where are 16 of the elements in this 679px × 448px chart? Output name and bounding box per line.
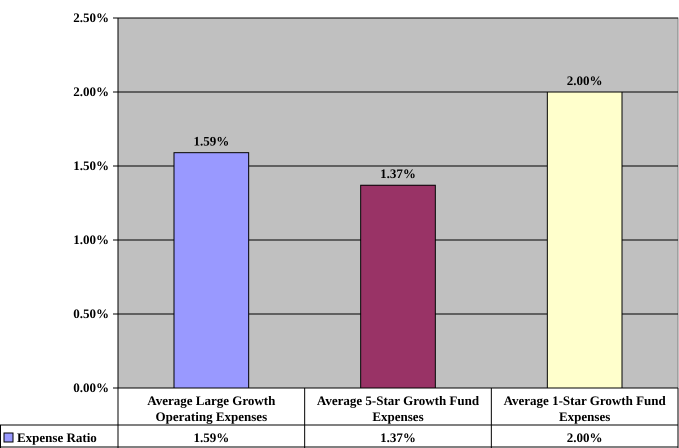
x-tick-label: Average Large Growth Operating Expenses bbox=[147, 393, 276, 424]
data-label: 2.00% bbox=[566, 430, 603, 445]
data-label: 1.59% bbox=[193, 430, 230, 445]
x-tick-label: Average 5-Star Growth Fund Expenses bbox=[316, 393, 480, 424]
y-tick-label: 1.50% bbox=[73, 158, 109, 173]
text: 1.59% bbox=[193, 134, 230, 149]
x-tick-label: Average 1-Star Growth Fund Expenses bbox=[504, 393, 666, 424]
y-tick-label: 2.50% bbox=[73, 10, 109, 25]
text: 1.37% bbox=[380, 166, 416, 182]
legend-label: Expense Ratio bbox=[17, 430, 97, 445]
text: 2.00% bbox=[566, 73, 603, 88]
y-tick-label: 0.00% bbox=[73, 380, 109, 395]
data-label: 1.37% bbox=[380, 430, 416, 445]
y-tick-label: 1.00% bbox=[73, 232, 109, 247]
y-tick-label: 0.50% bbox=[73, 306, 109, 321]
y-tick-label: 2.00% bbox=[73, 84, 109, 99]
